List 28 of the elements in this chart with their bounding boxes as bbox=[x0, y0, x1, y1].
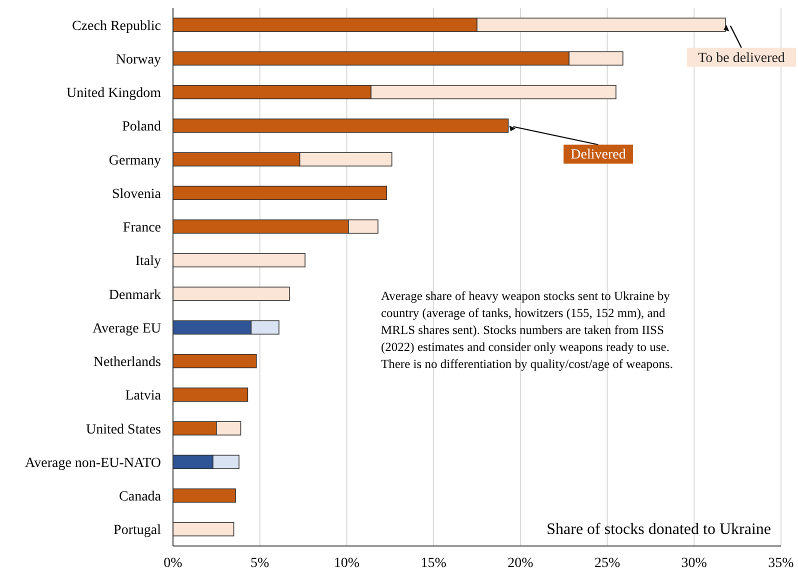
y-tick-label: Average EU bbox=[92, 321, 161, 336]
annotation: Average share of heavy weapon stocks sent to Ukraine by country (average of tanks, howitzers (155, 152 mm), and MRLS shares sent). Stocks numbers are taken from IISS (2022) estimates and consider only weapons ready to use. There is no differentiation by quality/cost/age of weapons. bbox=[381, 289, 674, 371]
y-tick-label: Latvia bbox=[125, 388, 162, 404]
y-tick-label: Canada bbox=[119, 490, 162, 505]
y-tick-label: Czech Republic bbox=[72, 18, 161, 34]
x-tick-label: 5% bbox=[250, 556, 270, 571]
y-tick-label: Average non-EU-NATO bbox=[25, 456, 161, 471]
x-tick-label: 0% bbox=[164, 556, 183, 571]
y-tick-label: Netherlands bbox=[93, 355, 161, 370]
x-tick-label: 20% bbox=[508, 556, 534, 571]
x-tick-label: 35% bbox=[768, 556, 794, 571]
y-tick-label: Slovenia bbox=[112, 186, 162, 202]
y-tick-label: France bbox=[122, 220, 161, 236]
x-axis-title: Share of stocks donated to Ukraine bbox=[546, 521, 771, 538]
series-label: To be delivered bbox=[698, 50, 785, 66]
text: Delivered bbox=[570, 148, 626, 163]
y-tick-label: Portugal bbox=[114, 523, 162, 538]
y-tick-label: Denmark bbox=[108, 288, 161, 303]
y-tick-label: Norway bbox=[116, 52, 161, 68]
x-tick-label: 15% bbox=[420, 556, 447, 571]
y-tick-label: United States bbox=[86, 422, 161, 438]
x-tick-label: 10% bbox=[334, 556, 360, 571]
x-tick-label: 30% bbox=[681, 556, 708, 571]
y-tick-label: Poland bbox=[122, 120, 161, 135]
x-tick-label: 25% bbox=[594, 556, 620, 571]
y-tick-label: Germany bbox=[108, 153, 161, 168]
y-tick-label: Italy bbox=[135, 254, 161, 270]
y-tick-label: United Kingdom bbox=[66, 86, 162, 102]
